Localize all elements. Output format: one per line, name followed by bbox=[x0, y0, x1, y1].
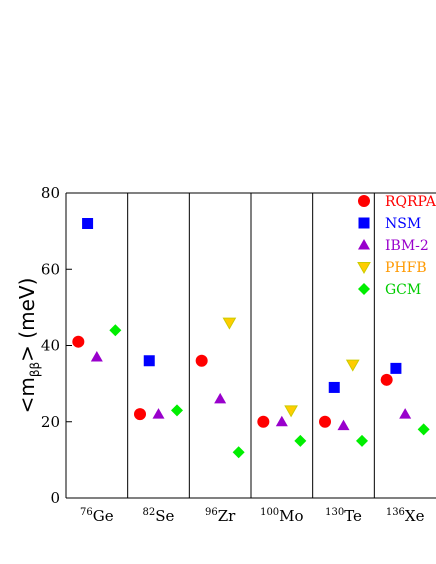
data-point-rqrpa bbox=[319, 415, 331, 428]
legend-marker-gcm bbox=[358, 283, 370, 295]
legend: RQRPA NSM IBM-2 PHFB GCM bbox=[357, 194, 436, 298]
data-point-gcm bbox=[109, 324, 122, 337]
x-category-label: 136Xe bbox=[386, 507, 425, 525]
legend-marker-nsm bbox=[358, 217, 370, 229]
y-tick-label: 0 bbox=[50, 489, 60, 507]
data-point-ibm-2 bbox=[214, 392, 227, 404]
y-axis-ticks: 0 20 40 60 80 bbox=[41, 184, 72, 507]
legend-marker-phfb bbox=[357, 262, 371, 275]
data-point-ibm-2 bbox=[90, 350, 103, 362]
data-point-rqrpa bbox=[380, 373, 393, 386]
data-point-nsm bbox=[390, 362, 402, 374]
data-point-ibm-2 bbox=[337, 419, 350, 431]
legend-marker-rqrpa bbox=[358, 195, 370, 207]
legend-label: RQRPA bbox=[385, 194, 436, 210]
axes-group bbox=[65, 192, 436, 499]
data-point-rqrpa bbox=[72, 335, 85, 348]
x-category-label: 96Zr bbox=[205, 507, 236, 525]
data-point-nsm bbox=[143, 355, 155, 367]
data-point-ibm-2 bbox=[275, 415, 288, 427]
x-axis-categories: 76Ge 82Se 96Zr 100Mo 130Te 136Xe bbox=[80, 507, 425, 525]
data-point-nsm bbox=[328, 381, 340, 393]
data-point-ibm-2 bbox=[399, 408, 412, 419]
data-point-gcm bbox=[417, 423, 430, 436]
data-point-gcm bbox=[356, 434, 368, 447]
y-tick-label: 80 bbox=[41, 184, 60, 202]
data-point-ibm-2 bbox=[152, 408, 165, 419]
x-category-label: 100Mo bbox=[260, 507, 303, 525]
x-category-label: 76Ge bbox=[80, 507, 114, 525]
data-point-phfb bbox=[284, 405, 298, 418]
legend-label: IBM-2 bbox=[385, 238, 429, 254]
y-axis-label: <mββ> (meV) bbox=[15, 278, 42, 414]
data-points bbox=[72, 218, 430, 459]
y-tick-label: 60 bbox=[41, 260, 60, 278]
legend-label: NSM bbox=[385, 216, 421, 232]
data-point-gcm bbox=[232, 446, 245, 459]
data-point-rqrpa bbox=[257, 415, 270, 428]
legend-marker-ibm-2 bbox=[358, 239, 370, 250]
data-point-rqrpa bbox=[195, 354, 208, 367]
data-point-phfb bbox=[345, 359, 360, 372]
data-point-rqrpa bbox=[134, 408, 146, 421]
data-point-gcm bbox=[294, 434, 307, 447]
data-point-nsm bbox=[82, 218, 94, 229]
legend-label: GCM bbox=[385, 282, 421, 298]
legend-label: PHFB bbox=[385, 260, 427, 276]
data-point-phfb bbox=[222, 317, 237, 330]
x-category-label: 130Te bbox=[325, 507, 362, 525]
x-category-label: 82Se bbox=[143, 507, 175, 525]
y-tick-label: 20 bbox=[41, 413, 60, 431]
data-point-gcm bbox=[171, 404, 183, 417]
y-tick-label: 40 bbox=[41, 337, 60, 355]
